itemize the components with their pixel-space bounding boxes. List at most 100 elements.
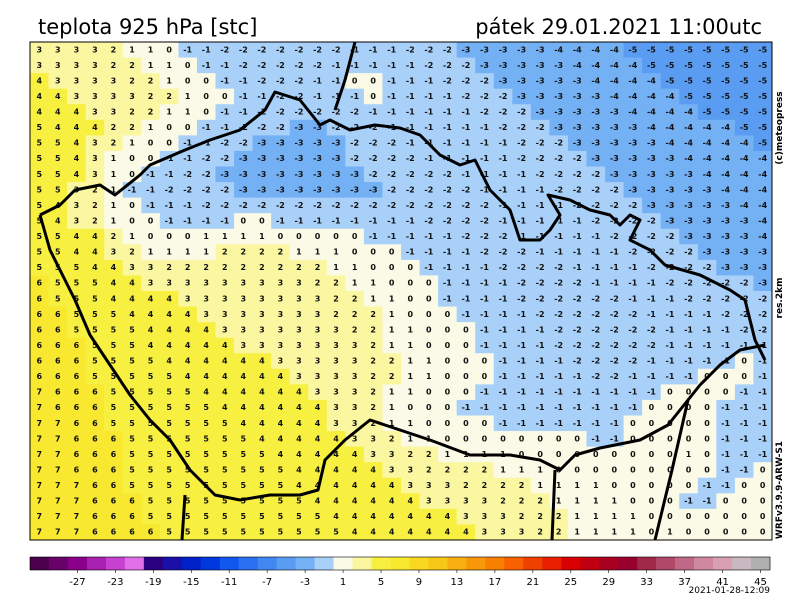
temperature-value: 0 bbox=[407, 263, 413, 272]
temperature-value: 0 bbox=[686, 465, 692, 474]
temperature-cell bbox=[530, 42, 550, 59]
temperature-value: 0 bbox=[166, 123, 172, 132]
temperature-value: 6 bbox=[92, 403, 98, 412]
temperature-value: -2 bbox=[610, 325, 619, 334]
temperature-value: -1 bbox=[591, 403, 600, 412]
temperature-value: -2 bbox=[202, 185, 211, 194]
temperature-cell bbox=[493, 42, 513, 59]
temperature-cell bbox=[271, 166, 291, 183]
temperature-value: 5 bbox=[203, 434, 209, 443]
temperature-value: -2 bbox=[480, 232, 489, 241]
temperature-cell bbox=[363, 166, 383, 183]
temperature-value: -1 bbox=[387, 232, 396, 241]
temperature-value: 5 bbox=[241, 450, 247, 459]
temperature-value: -1 bbox=[703, 497, 712, 506]
temperature-cell bbox=[697, 57, 717, 74]
temperature-cell bbox=[567, 88, 587, 105]
colorbar-label: 25 bbox=[564, 577, 577, 588]
temperature-cell bbox=[363, 57, 383, 74]
temperature-value: -1 bbox=[239, 92, 248, 101]
temperature-cell bbox=[122, 119, 142, 136]
temperature-value: 4 bbox=[55, 123, 61, 132]
temperature-value: -4 bbox=[740, 154, 749, 163]
temperature-value: 3 bbox=[352, 341, 358, 350]
temperature-value: 4 bbox=[92, 263, 98, 272]
temperature-value: 6 bbox=[36, 294, 42, 303]
temperature-cell bbox=[567, 213, 587, 230]
temperature-value: 3 bbox=[74, 45, 80, 54]
temperature-cell bbox=[85, 57, 105, 74]
temperature-value: 1 bbox=[593, 528, 599, 537]
temperature-value: 0 bbox=[370, 263, 376, 272]
temperature-cell bbox=[48, 166, 68, 183]
colorbar-swatch bbox=[409, 557, 429, 570]
temperature-cell bbox=[493, 73, 513, 90]
temperature-cell bbox=[234, 73, 254, 90]
temperature-value: 0 bbox=[426, 341, 432, 350]
temperature-value: 5 bbox=[241, 434, 247, 443]
temperature-value: 4 bbox=[111, 263, 117, 272]
temperature-value: 5 bbox=[129, 357, 135, 366]
temperature-value: 0 bbox=[574, 465, 580, 474]
temperature-value: 5 bbox=[36, 154, 42, 163]
temperature-value: -2 bbox=[517, 279, 526, 288]
temperature-value: -1 bbox=[721, 403, 730, 412]
temperature-value: -3 bbox=[239, 170, 248, 179]
temperature-value: 1 bbox=[537, 481, 543, 490]
temperature-cell bbox=[382, 135, 402, 152]
temperature-value: -5 bbox=[703, 76, 712, 85]
temperature-cell bbox=[252, 42, 272, 59]
temperature-cell bbox=[30, 197, 50, 214]
temperature-cell bbox=[178, 119, 198, 136]
temperature-value: 0 bbox=[667, 450, 673, 459]
temperature-value: 3 bbox=[315, 357, 321, 366]
temperature-cell bbox=[345, 150, 365, 167]
temperature-value: -2 bbox=[684, 294, 693, 303]
temperature-value: 1 bbox=[407, 357, 413, 366]
temperature-value: -1 bbox=[573, 388, 582, 397]
temperature-cell bbox=[141, 228, 161, 245]
temperature-cell bbox=[605, 150, 625, 167]
temperature-value: -3 bbox=[276, 185, 285, 194]
temperature-cell bbox=[289, 197, 309, 214]
temperature-value: 5 bbox=[36, 185, 42, 194]
temperature-value: 2 bbox=[185, 263, 191, 272]
temperature-value: -3 bbox=[721, 248, 730, 257]
temperature-value: 4 bbox=[278, 403, 284, 412]
temperature-value: -3 bbox=[295, 123, 304, 132]
temperature-value: -1 bbox=[239, 108, 248, 117]
temperature-value: 3 bbox=[278, 341, 284, 350]
colorbar-swatch bbox=[732, 557, 752, 570]
temperature-cell bbox=[85, 88, 105, 105]
temperature-cell bbox=[549, 197, 569, 214]
colorbar-swatch bbox=[333, 557, 353, 570]
temperature-value: 3 bbox=[222, 279, 228, 288]
temperature-cell bbox=[530, 73, 550, 90]
temperature-cell bbox=[196, 228, 216, 245]
temperature-value: 6 bbox=[55, 403, 61, 412]
temperature-value: 5 bbox=[148, 388, 154, 397]
temperature-value: 0 bbox=[723, 372, 729, 381]
colorbar-swatch bbox=[618, 557, 638, 570]
temperature-value: 0 bbox=[445, 325, 451, 334]
temperature-value: -4 bbox=[703, 170, 712, 179]
temperature-value: -1 bbox=[332, 76, 341, 85]
temperature-cell bbox=[215, 104, 235, 121]
temperature-value: -1 bbox=[517, 341, 526, 350]
temperature-value: 2 bbox=[259, 263, 265, 272]
temperature-value: 0 bbox=[556, 434, 562, 443]
temperature-value: 6 bbox=[36, 279, 42, 288]
temperature-value: -1 bbox=[499, 388, 508, 397]
temperature-cell bbox=[586, 73, 606, 90]
temperature-cell bbox=[530, 88, 550, 105]
temperature-value: 0 bbox=[704, 403, 710, 412]
temperature-value: -2 bbox=[443, 61, 452, 70]
temperature-value: 3 bbox=[296, 341, 302, 350]
temperature-cell bbox=[308, 42, 328, 59]
temperature-cell bbox=[289, 104, 309, 121]
temperature-cell bbox=[234, 182, 254, 199]
temperature-cell bbox=[271, 150, 291, 167]
temperature-value: 6 bbox=[92, 450, 98, 459]
temperature-value: 5 bbox=[111, 325, 117, 334]
temperature-value: 3 bbox=[203, 279, 209, 288]
